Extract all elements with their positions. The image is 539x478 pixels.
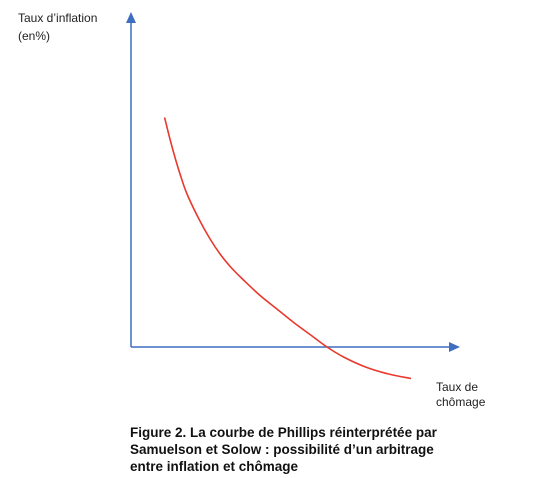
y-axis-arrow bbox=[126, 12, 136, 23]
phillips-curve-line bbox=[163, 117, 412, 380]
figure-caption: Figure 2. La courbe de Phillips réinterp… bbox=[130, 425, 437, 474]
x-axis-arrow bbox=[449, 342, 460, 352]
x-axis-label: Taux de chômage bbox=[436, 380, 486, 409]
series-group bbox=[163, 117, 412, 380]
axes bbox=[126, 12, 460, 352]
y-axis-label: Taux d’inflation (en%) bbox=[18, 11, 98, 43]
